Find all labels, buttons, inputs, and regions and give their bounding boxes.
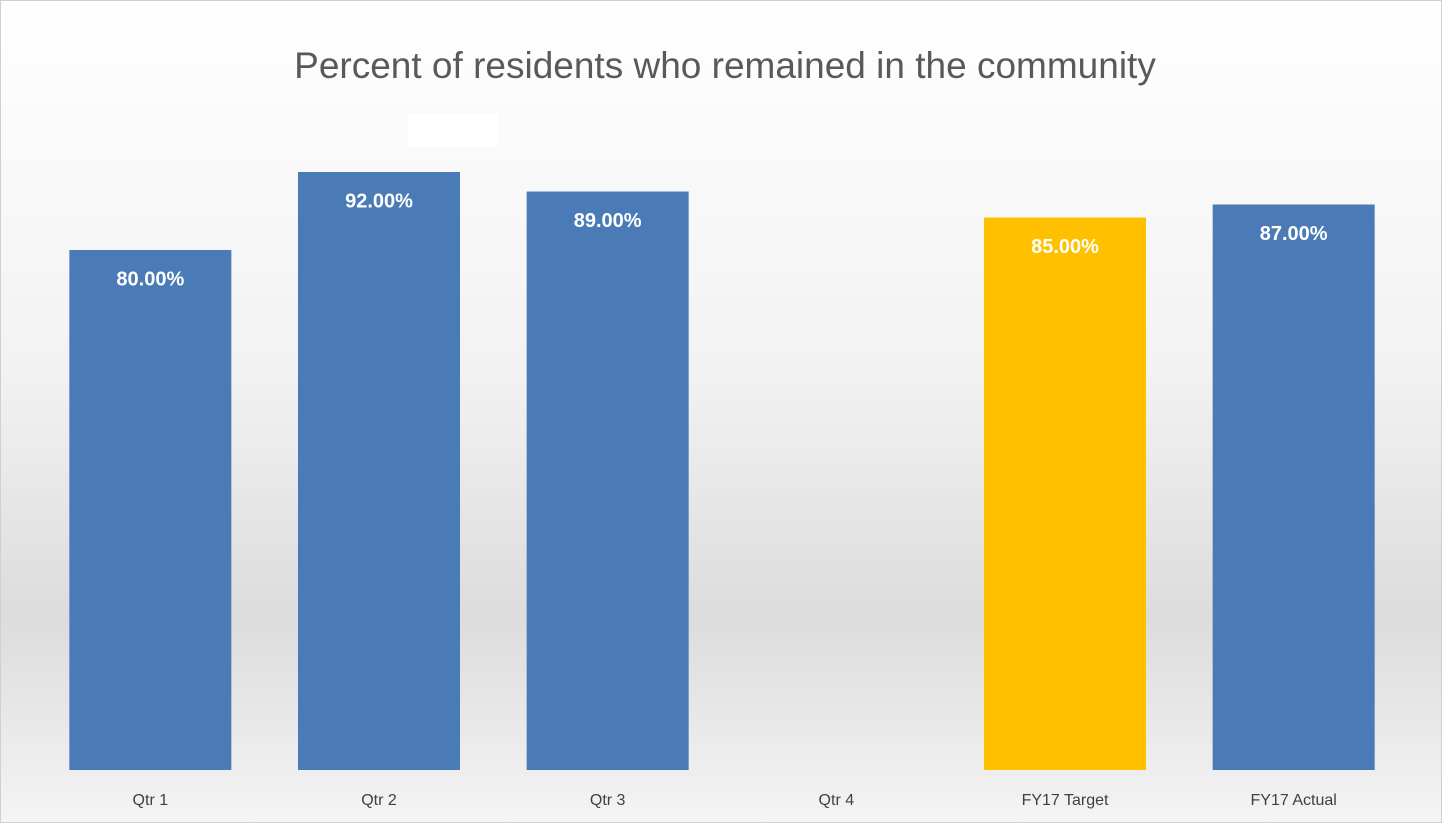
bar [69,250,232,770]
x-tick-label: FY17 Actual [1251,792,1337,809]
value-label: 80.00% [116,268,184,290]
value-label: 89.00% [574,210,642,232]
bar [298,172,460,770]
value-label: 85.00% [1031,236,1099,258]
x-tick-label: Qtr 1 [133,792,169,809]
bar [984,217,1146,770]
label-box [408,114,498,147]
bar [526,191,689,770]
x-tick-label: Qtr 4 [819,792,855,809]
x-tick-label: Qtr 2 [361,792,397,809]
value-label: 87.00% [1260,223,1328,245]
value-label: 92.00% [345,190,413,212]
chart-title: Percent of residents who remained in the… [294,45,1156,86]
bar [1212,204,1375,770]
x-tick-label: Qtr 3 [590,792,626,809]
x-tick-label: FY17 Target [1022,792,1109,809]
